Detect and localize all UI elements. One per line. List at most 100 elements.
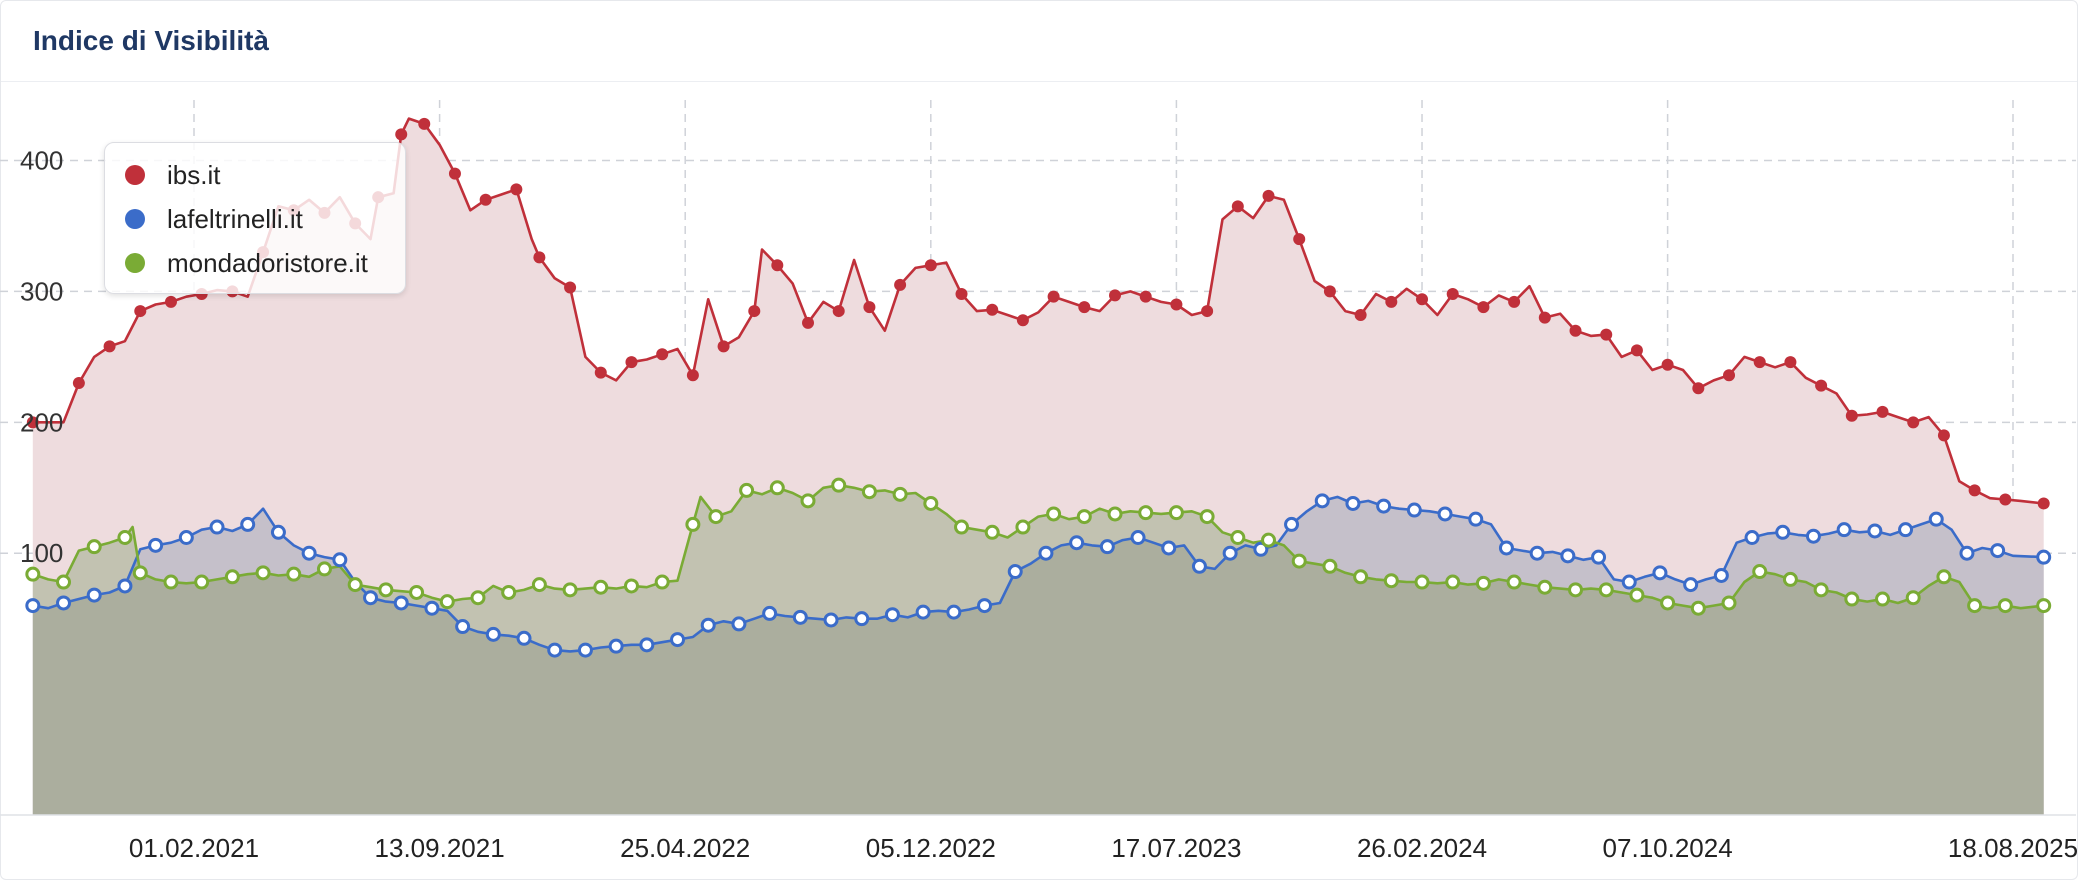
- point-mondadori[interactable]: [56, 574, 72, 590]
- point-lafeltrinelli[interactable]: [117, 578, 133, 594]
- legend-item-mondadori[interactable]: mondadoristore.it: [125, 243, 368, 283]
- point-lafeltrinelli[interactable]: [1376, 498, 1392, 514]
- point-ibs[interactable]: [533, 251, 546, 264]
- point-mondadori[interactable]: [1261, 532, 1277, 548]
- point-lafeltrinelli[interactable]: [1928, 511, 1944, 527]
- point-mondadori[interactable]: [1383, 573, 1399, 589]
- point-lafeltrinelli[interactable]: [485, 626, 501, 642]
- point-lafeltrinelli[interactable]: [393, 595, 409, 611]
- point-mondadori[interactable]: [409, 584, 425, 600]
- point-mondadori[interactable]: [1660, 595, 1676, 611]
- point-lafeltrinelli[interactable]: [1560, 548, 1576, 564]
- point-mondadori[interactable]: [1506, 574, 1522, 590]
- point-mondadori[interactable]: [25, 566, 41, 582]
- point-ibs[interactable]: [1446, 288, 1459, 301]
- point-lafeltrinelli[interactable]: [301, 545, 317, 561]
- point-mondadori[interactable]: [1721, 595, 1737, 611]
- point-lafeltrinelli[interactable]: [1498, 540, 1514, 556]
- point-ibs[interactable]: [1508, 295, 1521, 308]
- point-lafeltrinelli[interactable]: [977, 598, 993, 614]
- point-lafeltrinelli[interactable]: [270, 524, 286, 540]
- point-ibs[interactable]: [510, 183, 523, 196]
- point-lafeltrinelli[interactable]: [2036, 549, 2052, 565]
- point-mondadori[interactable]: [1291, 553, 1307, 569]
- point-ibs[interactable]: [418, 117, 431, 130]
- point-mondadori[interactable]: [892, 486, 908, 502]
- point-mondadori[interactable]: [1475, 575, 1491, 591]
- point-mondadori[interactable]: [831, 477, 847, 493]
- point-mondadori[interactable]: [531, 577, 547, 593]
- point-lafeltrinelli[interactable]: [56, 595, 72, 611]
- point-mondadori[interactable]: [1598, 582, 1614, 598]
- point-ibs[interactable]: [1477, 301, 1490, 314]
- point-lafeltrinelli[interactable]: [1406, 502, 1422, 518]
- point-ibs[interactable]: [1845, 409, 1858, 422]
- point-mondadori[interactable]: [132, 565, 148, 581]
- point-mondadori[interactable]: [562, 582, 578, 598]
- point-mondadori[interactable]: [1782, 571, 1798, 587]
- legend-item-ibs[interactable]: ibs.it: [125, 155, 220, 195]
- point-mondadori[interactable]: [1997, 598, 2013, 614]
- point-ibs[interactable]: [1170, 298, 1183, 311]
- point-mondadori[interactable]: [1905, 590, 1921, 606]
- point-lafeltrinelli[interactable]: [1836, 522, 1852, 538]
- point-ibs[interactable]: [1047, 290, 1060, 303]
- point-ibs[interactable]: [1907, 416, 1920, 429]
- point-ibs[interactable]: [1416, 293, 1429, 306]
- point-ibs[interactable]: [832, 305, 845, 318]
- point-lafeltrinelli[interactable]: [731, 616, 747, 632]
- point-mondadori[interactable]: [194, 574, 210, 590]
- point-lafeltrinelli[interactable]: [792, 609, 808, 625]
- point-lafeltrinelli[interactable]: [1345, 495, 1361, 511]
- point-ibs[interactable]: [1538, 311, 1551, 324]
- point-ibs[interactable]: [1354, 308, 1367, 321]
- point-lafeltrinelli[interactable]: [1437, 506, 1453, 522]
- point-mondadori[interactable]: [623, 578, 639, 594]
- point-ibs[interactable]: [1968, 484, 1981, 497]
- point-ibs[interactable]: [134, 305, 147, 318]
- point-lafeltrinelli[interactable]: [1959, 545, 1975, 561]
- point-mondadori[interactable]: [347, 577, 363, 593]
- point-mondadori[interactable]: [1353, 569, 1369, 585]
- point-mondadori[interactable]: [769, 480, 785, 496]
- point-mondadori[interactable]: [1199, 509, 1215, 525]
- point-lafeltrinelli[interactable]: [700, 617, 716, 633]
- point-mondadori[interactable]: [954, 519, 970, 535]
- point-ibs[interactable]: [1937, 429, 1950, 442]
- point-lafeltrinelli[interactable]: [854, 611, 870, 627]
- point-ibs[interactable]: [863, 301, 876, 314]
- point-ibs[interactable]: [1784, 356, 1797, 369]
- point-lafeltrinelli[interactable]: [639, 637, 655, 653]
- point-mondadori[interactable]: [1844, 591, 1860, 607]
- point-ibs[interactable]: [924, 259, 937, 272]
- point-ibs[interactable]: [686, 369, 699, 382]
- point-mondadori[interactable]: [316, 561, 332, 577]
- point-lafeltrinelli[interactable]: [1253, 541, 1269, 557]
- point-lafeltrinelli[interactable]: [1621, 574, 1637, 590]
- point-ibs[interactable]: [717, 340, 730, 353]
- point-lafeltrinelli[interactable]: [1529, 545, 1545, 561]
- point-mondadori[interactable]: [255, 565, 271, 581]
- point-ibs[interactable]: [1630, 344, 1643, 357]
- point-ibs[interactable]: [1231, 200, 1244, 213]
- point-ibs[interactable]: [748, 305, 761, 318]
- point-ibs[interactable]: [2037, 497, 2050, 510]
- point-ibs[interactable]: [72, 377, 85, 390]
- point-ibs[interactable]: [1661, 358, 1674, 371]
- point-lafeltrinelli[interactable]: [1099, 539, 1115, 555]
- point-ibs[interactable]: [564, 281, 577, 294]
- point-lafeltrinelli[interactable]: [670, 632, 686, 648]
- point-ibs[interactable]: [26, 416, 39, 429]
- point-mondadori[interactable]: [861, 484, 877, 500]
- point-ibs[interactable]: [164, 295, 177, 308]
- point-ibs[interactable]: [1753, 356, 1766, 369]
- point-ibs[interactable]: [1262, 189, 1275, 202]
- point-ibs[interactable]: [894, 278, 907, 291]
- point-lafeltrinelli[interactable]: [577, 642, 593, 658]
- point-lafeltrinelli[interactable]: [1990, 543, 2006, 559]
- point-lafeltrinelli[interactable]: [363, 590, 379, 606]
- point-mondadori[interactable]: [1168, 505, 1184, 521]
- point-ibs[interactable]: [1999, 493, 2012, 506]
- point-mondadori[interactable]: [1690, 600, 1706, 616]
- point-lafeltrinelli[interactable]: [1161, 540, 1177, 556]
